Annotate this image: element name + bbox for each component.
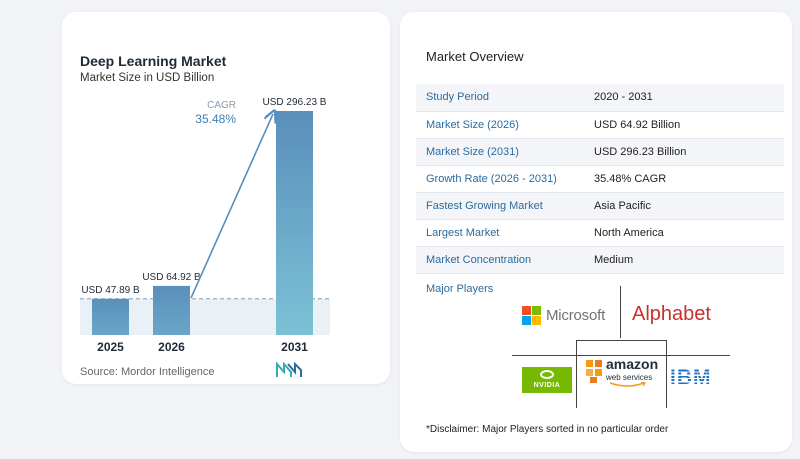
chart-title: Deep Learning Market <box>80 53 227 69</box>
players-divider-top-box <box>576 340 667 341</box>
players-divider-left <box>576 340 577 408</box>
nvidia-eye-icon <box>540 370 554 379</box>
chart-subtitle: Market Size in USD Billion <box>80 72 215 84</box>
overview-value: North America <box>584 219 784 247</box>
cagr-value: 35.48% <box>195 112 236 126</box>
overview-value: 35.48% CAGR <box>584 165 784 193</box>
overview-row: Market Size (2026) USD 64.92 Billion <box>416 111 784 139</box>
overview-key: Growth Rate (2026 - 2031) <box>416 165 584 193</box>
major-players-title: Major Players <box>426 283 494 295</box>
overview-value: Medium <box>584 246 784 274</box>
ibm-logo: IBM <box>670 366 712 389</box>
overview-key: Study Period <box>416 84 584 112</box>
aws-logo: amazon web services <box>584 356 658 390</box>
overview-key: Largest Market <box>416 219 584 247</box>
bar-2031 <box>276 111 313 335</box>
aws-amazon-wordmark: amazon <box>606 356 659 372</box>
source-note: Source: Mordor Intelligence <box>80 366 215 378</box>
overview-key: Market Concentration <box>416 246 584 274</box>
overview-value: 2020 - 2031 <box>584 84 784 112</box>
overview-row: Fastest Growing Market Asia Pacific <box>416 192 784 220</box>
microsoft-windows-icon <box>522 306 541 325</box>
x-tick-label: 2031 <box>281 340 308 354</box>
x-tick-label: 2026 <box>158 340 185 354</box>
overview-table: Study Period 2020 - 2031 Market Size (20… <box>416 84 784 274</box>
cagr-label: CAGR <box>207 100 236 111</box>
overview-key: Fastest Growing Market <box>416 192 584 220</box>
overview-row: Market Concentration Medium <box>416 246 784 274</box>
players-divider-horizontal <box>512 355 730 356</box>
microsoft-logo: Microsoft <box>522 306 605 325</box>
overview-value: USD 296.23 Billion <box>584 138 784 166</box>
overview-value: Asia Pacific <box>584 192 784 220</box>
nvidia-wordmark: NVIDIA <box>533 381 561 389</box>
overview-title: Market Overview <box>426 49 524 64</box>
bar-value-label: USD 64.92 B <box>142 272 201 283</box>
overview-row: Study Period 2020 - 2031 <box>416 84 784 112</box>
bar-value-label: USD 296.23 B <box>263 97 327 108</box>
bar-value-label: USD 47.89 B <box>81 285 140 296</box>
bar-2026 <box>153 285 190 335</box>
nvidia-logo: NVIDIA <box>522 367 572 393</box>
overview-row: Largest Market North America <box>416 219 784 247</box>
overview-value: USD 64.92 Billion <box>584 111 784 139</box>
players-divider-right <box>666 340 667 408</box>
mordor-logo-icon <box>276 362 302 377</box>
players-divider-vertical-top <box>620 286 621 338</box>
x-tick-label: 2025 <box>97 340 124 354</box>
bar-chart: USD 47.89 B 2025 USD 64.92 B 2026 USD 296.23… <box>80 97 330 354</box>
disclaimer-note: *Disclaimer: Major Players sorted in no … <box>426 424 669 435</box>
aws-smile-icon <box>609 382 646 387</box>
overview-key: Market Size (2031) <box>416 138 584 166</box>
overview-row: Growth Rate (2026 - 2031) 35.48% CAGR <box>416 165 784 193</box>
cagr-arrow <box>190 114 273 299</box>
aws-web-services-wordmark: web services <box>606 373 653 382</box>
overview-key: Market Size (2026) <box>416 111 584 139</box>
overview-row: Market Size (2031) USD 296.23 Billion <box>416 138 784 166</box>
alphabet-logo: Alphabet <box>632 303 711 325</box>
aws-cubes-icon <box>586 360 602 383</box>
microsoft-wordmark: Microsoft <box>546 307 606 324</box>
bar-2025 <box>92 298 129 335</box>
